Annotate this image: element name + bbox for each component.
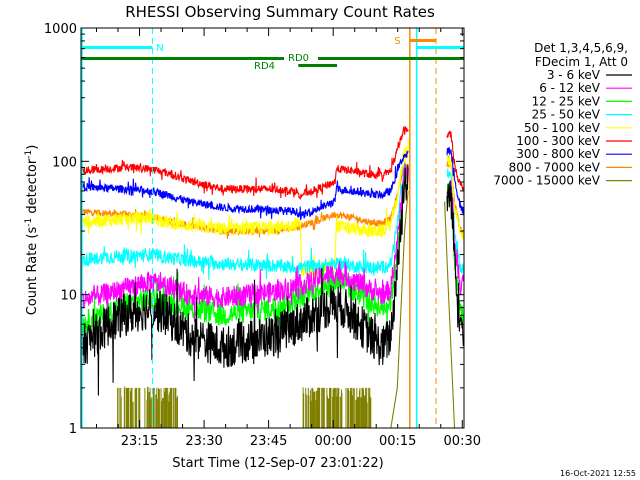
x-axis: 23:15 23:30 23:45 00:00 00:15 00:30: [95, 28, 481, 449]
chart-title: RHESSI Observing Summary Count Rates: [125, 3, 435, 21]
legend-label: 3 - 6 keV: [547, 68, 601, 82]
series-line-100-300keV: [81, 125, 464, 201]
legend-label: 7000 - 15000 keV: [493, 174, 600, 188]
x-tick-label: 23:30: [185, 434, 222, 449]
series-line-3-6keV: [81, 164, 464, 396]
y-tick-label: 10: [60, 289, 77, 304]
rd4-bar: [298, 64, 338, 67]
legend-label: 25 - 50 keV: [532, 108, 601, 122]
state-bar-layer: N S RD0 RD4: [81, 36, 464, 72]
rd0-label-gap: [284, 56, 318, 61]
legend-label: 50 - 100 keV: [524, 121, 601, 135]
series-line-25-50keV: [81, 164, 464, 280]
saa-bar: [409, 39, 437, 42]
y-tick-label: 1: [69, 422, 77, 437]
y-tick-label: 1000: [44, 22, 77, 37]
x-tick-label: 00:30: [444, 434, 481, 449]
legend-label: 300 - 800 keV: [516, 147, 600, 161]
legend-label: 100 - 300 keV: [516, 134, 600, 148]
legend-label: 6 - 12 keV: [539, 81, 601, 95]
series-layer: [81, 125, 464, 428]
x-tick-label: 00:00: [314, 434, 351, 449]
y-axis-label: Count Rate (s-1 detector-1): [24, 145, 40, 316]
night-bar: [416, 46, 464, 49]
legend-label: 800 - 7000 keV: [509, 160, 601, 174]
series-flare-7000-15000keV: [390, 190, 456, 428]
series-bursts-7000-15000keV: [117, 386, 372, 428]
x-axis-label: Start Time (12-Sep-07 23:01:22): [172, 456, 383, 471]
x-tick-label: 00:15: [379, 434, 416, 449]
night-label: N: [156, 43, 163, 54]
legend: Det 1,3,4,5,6,9, FDecim 1, Att 0 3 - 6 k…: [493, 41, 632, 188]
legend-header-line-1: Det 1,3,4,5,6,9,: [534, 41, 628, 55]
night-bar: [81, 46, 153, 49]
y-axis: 1 10 100 1000: [44, 22, 464, 437]
legend-header-line-2: FDecim 1, Att 0: [535, 55, 628, 69]
saa-label: S: [394, 36, 400, 47]
footer-date: 16-Oct-2021 12:55: [560, 469, 636, 478]
legend-label: 12 - 25 keV: [532, 94, 601, 108]
rd4-label: RD4: [254, 61, 275, 72]
x-tick-label: 23:45: [250, 434, 287, 449]
series-line-50-100keV: [81, 139, 464, 285]
y-tick-label: 100: [52, 155, 77, 170]
series-line-300-800keV: [81, 147, 464, 221]
rd0-bar: [81, 57, 464, 60]
plot-frame: [80, 27, 465, 429]
rd0-label: RD0: [288, 53, 309, 64]
x-tick-label: 23:15: [121, 434, 158, 449]
